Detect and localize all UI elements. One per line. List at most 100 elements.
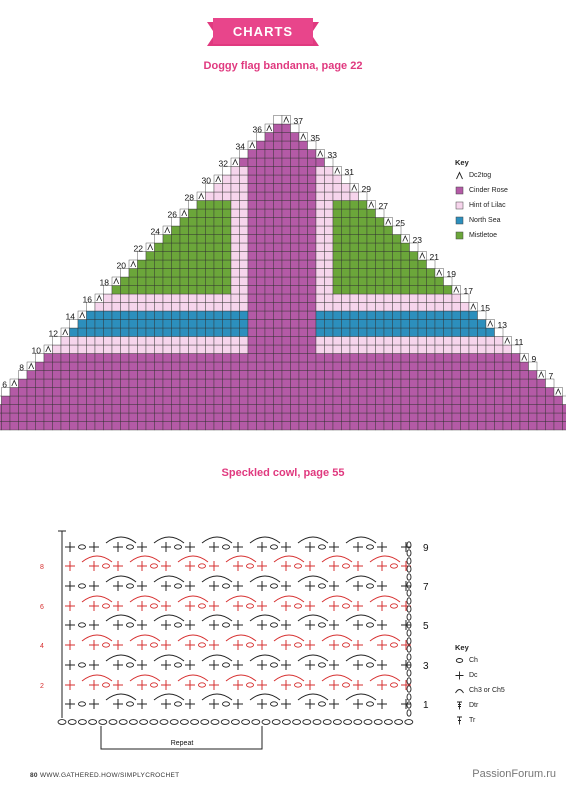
arc-icon xyxy=(321,634,353,642)
dc-icon xyxy=(185,660,195,670)
footer-url: WWW.GATHERED.HOW/SIMPLYCROCHET xyxy=(39,772,180,779)
chain-icon xyxy=(246,603,254,609)
dc-icon xyxy=(329,620,339,630)
arc-icon xyxy=(129,634,161,642)
dc-icon xyxy=(377,601,387,611)
key-label: Dc2tog xyxy=(469,172,492,179)
dc2tog-icon xyxy=(453,286,460,293)
chain-icon xyxy=(270,701,278,707)
chain-icon xyxy=(57,719,67,725)
chain-icon xyxy=(270,544,278,550)
row-number: 7 xyxy=(549,371,554,381)
grid-cell xyxy=(519,353,529,363)
dc-icon xyxy=(113,680,123,690)
chain-icon xyxy=(342,682,350,688)
dc-icon xyxy=(401,699,411,709)
dc-icon xyxy=(257,601,267,611)
chain-icon xyxy=(406,597,412,605)
dc2tog-icon xyxy=(266,124,273,132)
arc-icon xyxy=(153,575,185,583)
dc-icon xyxy=(257,660,267,670)
chain-icon xyxy=(406,701,412,709)
arc-icon xyxy=(105,693,137,701)
arc-icon xyxy=(177,555,209,563)
chain-icon xyxy=(406,605,412,613)
arc-icon xyxy=(201,693,233,701)
grid-cell xyxy=(392,225,402,235)
chain-icon xyxy=(118,719,128,725)
chain-icon xyxy=(88,719,98,725)
arc-icon xyxy=(105,536,137,544)
dc-icon xyxy=(65,561,75,571)
chain-icon xyxy=(159,719,169,725)
dc-icon xyxy=(377,542,387,552)
dc-icon xyxy=(137,660,147,670)
dc-icon xyxy=(329,581,339,591)
chain-icon xyxy=(150,642,158,648)
grid-cell xyxy=(366,200,376,210)
arc-icon xyxy=(249,654,281,662)
cowl-key: Key Ch Dc Ch3 or Ch5 Dtr Tr xyxy=(455,643,505,725)
dc-icon xyxy=(137,542,147,552)
chain-icon xyxy=(406,557,412,565)
grid-cell xyxy=(502,336,512,346)
chain-icon xyxy=(198,682,206,688)
chain-icon xyxy=(373,719,383,725)
arc-icon xyxy=(153,693,185,701)
chain-icon xyxy=(404,719,414,725)
dc-icon xyxy=(353,581,363,591)
arc-icon xyxy=(273,674,305,682)
chain-icon xyxy=(394,719,404,725)
chain-icon xyxy=(383,719,393,725)
dc-icon xyxy=(353,561,363,571)
dc-icon xyxy=(89,561,99,571)
dc-icon xyxy=(209,680,219,690)
chain-icon xyxy=(406,589,412,597)
grid-cell xyxy=(468,302,478,312)
arc-icon xyxy=(369,595,401,603)
dc2tog-icon xyxy=(317,150,324,157)
chain-icon xyxy=(126,622,134,628)
arc-icon xyxy=(177,674,209,682)
dc-icon xyxy=(65,601,75,611)
key-item: Dtr xyxy=(455,701,505,710)
chain-icon xyxy=(406,685,412,693)
row-number: 8 xyxy=(40,564,44,571)
dc-icon xyxy=(329,680,339,690)
dc-icon xyxy=(65,581,75,591)
chain-icon xyxy=(222,701,230,707)
chain-icon xyxy=(150,563,158,569)
dc2tog-icon xyxy=(436,269,443,276)
arc-icon xyxy=(81,595,113,603)
row-number: 22 xyxy=(134,244,144,254)
grid-cell xyxy=(451,285,461,295)
dc-icon xyxy=(137,620,147,630)
dc-icon xyxy=(353,620,363,630)
dc-icon xyxy=(353,680,363,690)
row-number: 9 xyxy=(532,354,537,364)
dc-icon xyxy=(137,699,147,709)
chain-icon xyxy=(366,583,374,589)
row-number: 14 xyxy=(66,312,76,322)
dc2tog-icon xyxy=(456,171,463,180)
arc-icon xyxy=(225,674,257,682)
chain-icon xyxy=(294,603,302,609)
row-number: 27 xyxy=(379,201,389,211)
footer: 80 WWW.GATHERED.HOW/SIMPLYCROCHET xyxy=(30,772,179,779)
chain-icon xyxy=(246,642,254,648)
dc2tog-icon xyxy=(504,337,511,344)
grid-cell xyxy=(460,293,470,303)
cowl-title: Speckled cowl, page 55 xyxy=(221,467,345,479)
key-item: Tr xyxy=(455,716,505,725)
row-number: 18 xyxy=(100,278,110,288)
arc-icon xyxy=(369,674,401,682)
charts-banner xyxy=(207,18,319,46)
dc-icon xyxy=(113,601,123,611)
tr-icon xyxy=(457,716,462,725)
arc-icon xyxy=(273,634,305,642)
arc-icon xyxy=(225,595,257,603)
grid-cell xyxy=(332,166,342,176)
dc-icon xyxy=(137,581,147,591)
arc-icon xyxy=(297,614,329,622)
chain-icon xyxy=(390,563,398,569)
